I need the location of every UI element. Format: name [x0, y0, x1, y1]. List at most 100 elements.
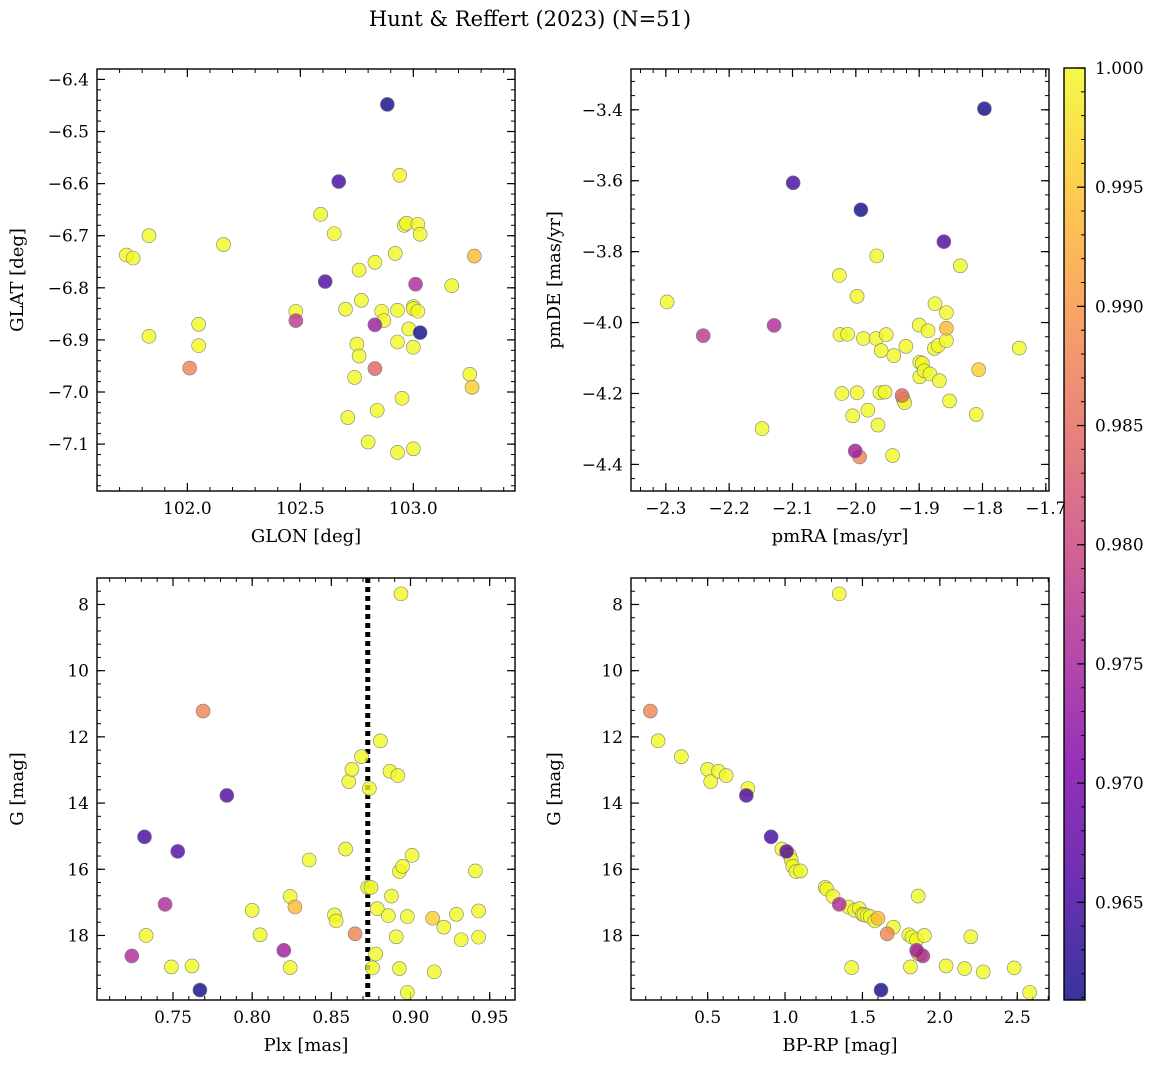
data-point	[870, 910, 886, 926]
data-point	[164, 959, 179, 975]
colorbar-tick-label: 0.995	[1095, 178, 1144, 198]
y-tick-label: −6.9	[48, 331, 89, 351]
y-tick-label: −4.0	[582, 314, 623, 334]
data-point	[392, 961, 407, 976]
data-point	[703, 774, 719, 789]
data-point	[367, 254, 383, 270]
data-point	[138, 928, 154, 943]
y-axis-label: G [mag]	[544, 752, 565, 825]
data-point	[436, 919, 452, 935]
y-tick-label: −3.8	[582, 243, 623, 263]
colorbar: 0.965 0.970 0.975 0.980 0.985 0.990 0.995 1.000	[1063, 59, 1144, 1001]
x-tick-label: 0.85	[312, 1008, 350, 1028]
x-tick-label: 2.5	[1004, 1008, 1031, 1028]
data-point	[909, 943, 924, 958]
x-tick-label: −2.2	[709, 499, 750, 519]
y-axis-label: G [mag]	[7, 752, 28, 825]
axes-frame	[630, 577, 1050, 1001]
data-point	[834, 386, 850, 401]
data-point	[354, 749, 369, 765]
minor-ticks	[631, 577, 1049, 1000]
y-tick-label: 12	[67, 728, 89, 748]
data-point	[763, 829, 779, 845]
colorbar-tick-label: 0.970	[1095, 774, 1144, 794]
data-point	[392, 167, 408, 183]
data-point	[410, 303, 426, 319]
y-tick-label: 14	[67, 794, 89, 814]
data-point	[910, 888, 926, 904]
x-axis-label: pmRA [mas/yr]	[772, 526, 909, 547]
data-point	[141, 328, 157, 344]
data-point	[869, 248, 885, 264]
data-point	[390, 445, 405, 460]
data-point	[373, 733, 388, 749]
data-point	[878, 327, 894, 342]
data-point	[844, 960, 859, 975]
data-point	[124, 948, 140, 964]
data-point	[351, 262, 367, 278]
x-tick-label: 0.90	[392, 1008, 430, 1028]
data-point	[832, 268, 847, 283]
data-point	[659, 294, 675, 310]
data-point	[939, 305, 954, 320]
y-tick-label: 16	[601, 860, 623, 880]
data-point	[365, 960, 380, 976]
colorbar-tick-label: 0.980	[1095, 536, 1144, 556]
data-point	[650, 733, 666, 749]
panel-bottom-left: 0.75 0.80 0.85 0.90 0.95 8 10 12 14 16 18 Plx [mas]…	[7, 577, 516, 1056]
data-point	[464, 380, 480, 395]
data-point	[739, 788, 754, 803]
y-tick-label: −3.6	[582, 172, 623, 192]
data-point	[856, 331, 871, 346]
data-point	[674, 749, 689, 765]
data-point	[849, 385, 865, 401]
data-point	[137, 829, 152, 845]
data-point	[354, 293, 369, 308]
data-point	[400, 909, 415, 924]
y-tick-label: −7.0	[48, 383, 89, 403]
data-point	[938, 958, 954, 974]
data-point	[390, 768, 406, 783]
data-point	[182, 360, 197, 376]
data-point	[406, 441, 421, 457]
plot-area	[119, 97, 482, 460]
data-point	[244, 903, 260, 918]
y-tick-label: 8	[78, 595, 89, 615]
x-tick-label: −1.9	[899, 499, 940, 519]
minor-ticks	[97, 577, 515, 1000]
y-tick-label: −4.4	[582, 455, 623, 475]
data-point	[390, 334, 405, 350]
x-tick-label: 103.0	[389, 499, 438, 519]
data-point	[340, 410, 356, 425]
data-point	[338, 841, 353, 857]
colorbar-tick-label: 0.990	[1095, 297, 1144, 317]
data-point	[317, 274, 333, 289]
y-tick-label: 12	[601, 728, 623, 748]
data-point	[873, 982, 889, 998]
data-point	[404, 848, 420, 863]
y-tick-label: −7.1	[48, 435, 89, 455]
data-point	[957, 961, 972, 976]
data-point	[695, 328, 711, 343]
data-point	[347, 926, 363, 942]
data-point	[341, 774, 357, 789]
data-point	[406, 339, 421, 355]
data-point	[845, 408, 860, 424]
data-point	[170, 844, 186, 859]
data-point	[219, 788, 235, 803]
data-point	[877, 384, 893, 400]
y-tick-label: −6.5	[48, 123, 89, 143]
data-point	[718, 768, 734, 783]
data-point	[462, 366, 478, 382]
data-point	[1011, 340, 1027, 356]
x-tick-label: −1.7	[1025, 499, 1066, 519]
data-point	[847, 443, 863, 459]
y-tick-label: −6.7	[48, 227, 89, 247]
axes-frame	[96, 577, 516, 1001]
data-point	[754, 421, 770, 436]
data-point	[395, 858, 410, 874]
data-point	[785, 175, 801, 191]
data-point	[288, 313, 304, 328]
data-point	[363, 880, 379, 895]
